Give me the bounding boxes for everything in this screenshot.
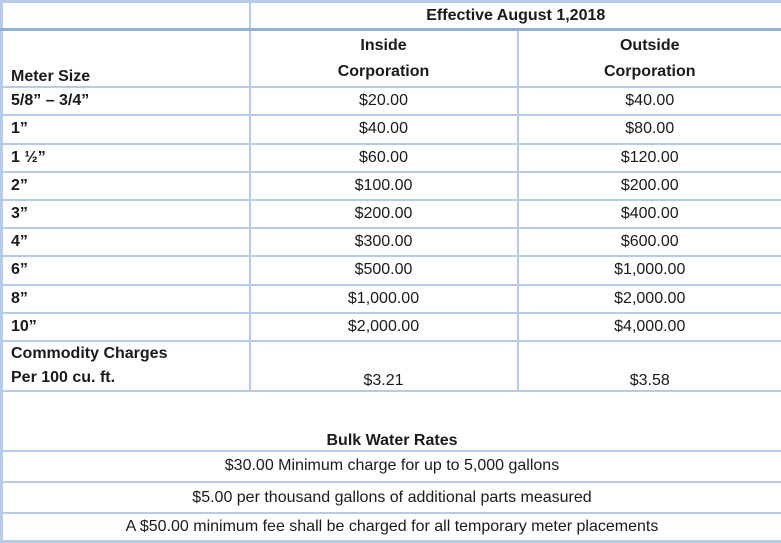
bulk-water-rates-title: Bulk Water Rates: [0, 390, 781, 452]
commodity-label-line1: Commodity Charges: [11, 345, 168, 363]
inside-rate-cell: $40.00: [248, 114, 519, 145]
table-row: 5/8” – 3/4” $20.00 $40.00: [0, 86, 781, 117]
inside-corporation-header: Inside Corporation: [248, 28, 519, 89]
table-row: 4” $300.00 $600.00: [0, 227, 781, 258]
inside-header-line1: Inside: [360, 36, 407, 54]
meter-size-cell: 1”: [0, 114, 251, 145]
bulk-rate-line: A $50.00 minimum fee shall be charged fo…: [0, 512, 781, 543]
outside-rate-cell: $200.00: [516, 170, 781, 201]
meter-size-cell: 6”: [0, 255, 251, 286]
meter-size-cell: 5/8” – 3/4”: [0, 86, 251, 117]
empty-corner-cell: [0, 0, 251, 32]
outside-rate-cell: $2,000.00: [516, 283, 781, 314]
bulk-rate-row: $30.00 Minimum charge for up to 5,000 ga…: [0, 449, 781, 483]
outside-rate-cell: $120.00: [516, 142, 781, 173]
inside-header-line2: Corporation: [337, 62, 430, 80]
commodity-charges-row: Commodity Charges Per 100 cu. ft. $3.21 …: [0, 339, 781, 393]
inside-rate-cell: $300.00: [248, 227, 519, 258]
table-row: 10” $2,000.00 $4,000.00: [0, 311, 781, 342]
inside-rate-cell: $100.00: [248, 170, 519, 201]
table-row: 8” $1,000.00 $2,000.00: [0, 283, 781, 314]
table-row: 3” $200.00 $400.00: [0, 198, 781, 230]
commodity-outside-rate: $3.58: [516, 339, 781, 393]
meter-size-cell: 1 ½”: [0, 142, 251, 173]
commodity-inside-rate: $3.21: [248, 339, 519, 393]
outside-rate-cell: $4,000.00: [516, 311, 781, 342]
outside-rate-cell: $40.00: [516, 86, 781, 117]
outside-rate-cell: $80.00: [516, 114, 781, 145]
column-headers-row: Meter Size Inside Corporation Outside Co…: [0, 28, 781, 89]
meter-size-cell: 3”: [0, 198, 251, 230]
commodity-label-line2: Per 100 cu. ft.: [11, 369, 116, 387]
inside-rate-cell: $2,000.00: [248, 311, 519, 342]
table-row: 2” $100.00 $200.00: [0, 170, 781, 201]
commodity-charges-label: Commodity Charges Per 100 cu. ft.: [0, 339, 251, 393]
table-row: 1” $40.00 $80.00: [0, 114, 781, 145]
outside-header-line2: Corporation: [603, 62, 696, 80]
bulk-rate-line: $5.00 per thousand gallons of additional…: [0, 480, 781, 515]
inside-rate-cell: $500.00: [248, 255, 519, 286]
bulk-rate-line: $30.00 Minimum charge for up to 5,000 ga…: [0, 449, 781, 483]
meter-size-cell: 8”: [0, 283, 251, 314]
outside-corporation-header: Outside Corporation: [516, 28, 781, 89]
inside-rate-cell: $200.00: [248, 198, 519, 230]
inside-rate-cell: $20.00: [248, 86, 519, 117]
outside-rate-cell: $600.00: [516, 227, 781, 258]
inside-rate-cell: $1,000.00: [248, 283, 519, 314]
meter-size-cell: 10”: [0, 311, 251, 342]
bulk-water-rates-title-row: Bulk Water Rates: [0, 390, 781, 452]
table-row: 6” $500.00 $1,000.00: [0, 255, 781, 286]
table-row: 1 ½” $60.00 $120.00: [0, 142, 781, 173]
outside-rate-cell: $400.00: [516, 198, 781, 230]
effective-date-row: Effective August 1,2018: [0, 0, 781, 32]
effective-date-header: Effective August 1,2018: [248, 0, 781, 32]
inside-rate-cell: $60.00: [248, 142, 519, 173]
bulk-rate-row: $5.00 per thousand gallons of additional…: [0, 480, 781, 515]
meter-size-header: Meter Size: [0, 28, 251, 89]
outside-header-line1: Outside: [619, 36, 680, 54]
meter-size-cell: 4”: [0, 227, 251, 258]
outside-rate-cell: $1,000.00: [516, 255, 781, 286]
bulk-rate-row: A $50.00 minimum fee shall be charged fo…: [0, 512, 781, 543]
meter-size-cell: 2”: [0, 170, 251, 201]
